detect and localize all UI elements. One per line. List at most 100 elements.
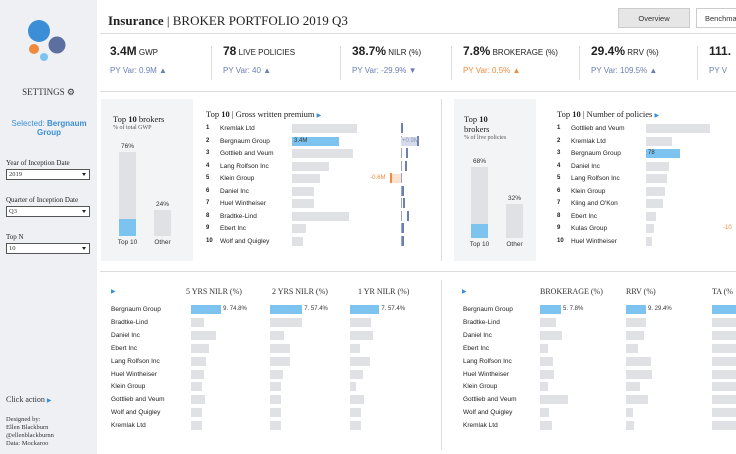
table-row-name[interactable]: Klein Group [463, 383, 498, 391]
table-row-name[interactable]: Kremlak Ltd [111, 422, 146, 430]
list-item[interactable]: 4 Daniel Inc [557, 161, 736, 174]
list-item[interactable]: 4 Lang Rolfson Inc [206, 161, 426, 174]
table-row-name[interactable]: Gottlieb and Veum [111, 396, 165, 404]
column-header[interactable]: 5 YRS NILR (%) [186, 287, 242, 296]
bar [646, 224, 654, 233]
kpi-number: 78 [223, 44, 237, 58]
broker-name: Bergnaum Group [220, 137, 270, 145]
bar-value-label: 3.4M [294, 137, 308, 144]
bar [154, 209, 171, 236]
table-row-name[interactable]: Lang Rolfson Inc [463, 357, 512, 365]
filter-label-year: Year of Inception Date [6, 159, 70, 167]
table-row-name[interactable]: Kremlak Ltd [463, 422, 498, 430]
kpi-unit: LIVE POLICIES [236, 48, 296, 57]
list-item[interactable]: 2 Kremlak Ltd [557, 136, 736, 149]
list-item[interactable]: 8 Bradtke-Lind [206, 211, 426, 224]
rank-number: 7 [206, 200, 210, 206]
list-item[interactable]: 9 Kulas Group [557, 223, 736, 236]
table-row-name[interactable]: Bradtke-Lind [111, 318, 148, 326]
variance-marker [406, 148, 409, 158]
filter-label-quarter: Quarter of Inception Date [6, 196, 79, 204]
list-item[interactable]: 5 Klein Group [206, 173, 426, 186]
divider [697, 46, 698, 80]
variance-label: -10 [723, 225, 732, 231]
table-row-name[interactable]: Ebert Inc [111, 344, 138, 352]
table-row-name[interactable]: Huel Wintheiser [111, 370, 157, 378]
kpi-variance: PY Var: 40 ▲ [223, 66, 272, 75]
bar [646, 136, 673, 146]
table-row-name[interactable]: Huel Wintheiser [463, 370, 509, 378]
list-item[interactable]: 10 Wolf and Quigley [206, 236, 426, 249]
column-header[interactable]: 2 YRS NILR (%) [272, 287, 328, 296]
list-item[interactable]: 2 Bergnaum Group [206, 136, 426, 149]
broker-name: Ebert Inc [220, 225, 247, 232]
table-row-name[interactable]: Wolf and Quigley [463, 409, 513, 417]
list-item[interactable]: 6 Klein Group [557, 186, 736, 199]
list-item[interactable]: 10 Huel Wintheiser [557, 236, 736, 249]
play-icon[interactable]: ▶ [654, 113, 660, 119]
play-icon[interactable]: ▶ [316, 113, 322, 119]
table-bar [270, 421, 282, 431]
quarter-select[interactable]: Q3 [6, 206, 90, 217]
table-row-name[interactable]: Bradtke-Lind [463, 318, 500, 326]
table-row-name[interactable]: Daniel Inc [463, 331, 492, 339]
settings-button[interactable]: SETTINGS ⚙ [0, 87, 97, 98]
list-item[interactable]: 7 Kling and O'Kon [557, 198, 736, 211]
year-select[interactable]: 2019 [6, 169, 90, 180]
list-item[interactable]: 7 Huel Wintheiser [206, 198, 426, 211]
bar-highlight [471, 223, 488, 238]
table-row-name[interactable]: Wolf and Quigley [111, 409, 161, 417]
variance-axis [401, 223, 402, 233]
column-header[interactable]: RRV (%) [626, 287, 656, 296]
table-row-name[interactable]: Gottlieb and Veum [463, 396, 517, 404]
table-row-name[interactable]: Daniel Inc [111, 331, 140, 339]
tab-benchmark[interactable]: Benchma [696, 8, 736, 28]
bar-value-label: 68% [472, 157, 486, 165]
table-row-name[interactable]: Bergnaum Group [463, 306, 513, 313]
column-header[interactable]: TA (% [712, 287, 733, 296]
divider [340, 46, 341, 80]
list-item[interactable]: 5 Lang Rolfson Inc [557, 173, 736, 186]
click-action[interactable]: Click action ▶ [6, 395, 52, 404]
bar [292, 174, 320, 183]
list-item[interactable]: 1 Kremlak Ltd [206, 123, 426, 136]
list-item[interactable]: 8 Ebert Inc [557, 211, 736, 224]
table-bar [270, 356, 290, 366]
table-row-name[interactable]: Lang Rolfson Inc [111, 357, 160, 365]
list-item[interactable]: 3 Bergnaum Group [557, 148, 736, 161]
play-icon[interactable]: ▶ [111, 289, 116, 295]
credit-line: @ellenblackburnn [6, 432, 54, 439]
list-item[interactable]: 6 Daniel Inc [206, 186, 426, 199]
kpi-value: 111. [709, 44, 731, 58]
table-row-name[interactable]: Klein Group [111, 383, 146, 391]
list-item[interactable]: 1 Gottlieb and Veum [557, 123, 736, 136]
kpi-value: 29.4% RRV (%) [591, 44, 659, 58]
table-bar-label: 7. 57.4% [381, 306, 406, 312]
kpi-1: 78 LIVE POLICIES PY Var: 40 ▲ [223, 44, 295, 84]
variance-axis [401, 160, 402, 171]
play-icon[interactable]: ▶ [462, 289, 467, 295]
kpi-5: 111. PY V [709, 44, 731, 84]
table-bar [712, 395, 736, 405]
title-post: brokers [138, 114, 165, 124]
broker-name: Kremlak Ltd [220, 125, 255, 132]
table-bar [270, 382, 282, 392]
rank-number: 9 [557, 225, 561, 231]
gwp-share-panel [101, 99, 193, 261]
column-header[interactable]: 1 YR NILR (%) [358, 287, 410, 296]
topn-select[interactable]: 10 [6, 243, 90, 254]
table-bar [626, 369, 652, 379]
policy-share-subtitle: % of live policies [464, 135, 507, 141]
table-row-name[interactable]: Bergnaum Group [111, 306, 161, 313]
sidebar: SETTINGS ⚙ Selected: Bergnaum Group Year… [0, 0, 97, 454]
bar [119, 152, 136, 236]
tab-overview[interactable]: Overview [618, 8, 690, 28]
title-pre: Top [113, 114, 127, 124]
table-row-name[interactable]: Ebert Inc [463, 344, 490, 352]
table-bar [540, 343, 548, 353]
list-item[interactable]: 9 Ebert Inc [206, 223, 426, 236]
column-header[interactable]: BROKERAGE (%) [540, 287, 603, 296]
kpi-value: 7.8% BROKERAGE (%) [463, 44, 558, 58]
table-bar [540, 330, 562, 340]
list-item[interactable]: 3 Gottlieb and Veum [206, 148, 426, 161]
